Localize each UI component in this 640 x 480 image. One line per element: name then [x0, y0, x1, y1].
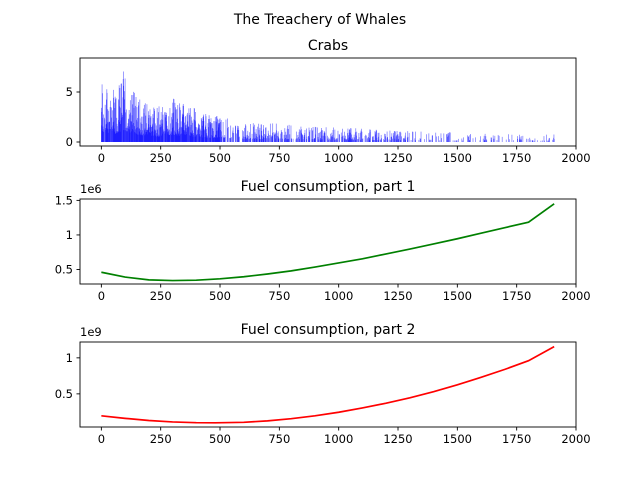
panel-1-frame [79, 57, 577, 147]
x-tick-label: 500 [209, 151, 231, 165]
x-tick-label: 500 [209, 432, 231, 446]
y-tick-label: 1 [66, 228, 73, 242]
panel-3-offset-text: 1e9 [80, 325, 102, 339]
panel-3-frame [79, 341, 577, 428]
x-tick-label: 1500 [443, 432, 472, 446]
y-tick-label: 1.5 [55, 193, 73, 207]
x-tick-label: 0 [98, 432, 105, 446]
x-tick-label: 1000 [324, 289, 353, 303]
x-tick-label: 0 [98, 151, 105, 165]
x-tick-label: 2000 [561, 289, 590, 303]
y-tick-label: 1 [66, 351, 73, 365]
panel-2-title: Fuel consumption, part 1 [241, 179, 416, 195]
x-tick-label: 250 [150, 432, 172, 446]
panel-2-line [101, 203, 555, 282]
panel-2-offset-text: 1e6 [80, 182, 102, 196]
crab-bars [101, 71, 555, 142]
panel-1-title: Crabs [308, 38, 348, 54]
y-tick-label: 0 [66, 135, 73, 149]
panel-2-frame [79, 198, 577, 285]
x-tick-label: 1250 [383, 151, 412, 165]
x-tick-label: 500 [209, 289, 231, 303]
x-tick-label: 0 [98, 289, 105, 303]
y-tick-label: 5 [66, 85, 73, 99]
x-tick-label: 1000 [324, 432, 353, 446]
panel-3-line [101, 345, 555, 424]
x-tick-label: 750 [268, 432, 290, 446]
x-tick-label: 250 [150, 289, 172, 303]
x-tick-label: 1500 [443, 151, 472, 165]
x-tick-label: 250 [150, 151, 172, 165]
x-tick-label: 1750 [502, 289, 531, 303]
x-tick-label: 1000 [324, 151, 353, 165]
y-tick-label: 0.5 [55, 387, 73, 401]
x-tick-label: 750 [268, 151, 290, 165]
y-tick-label: 0.5 [55, 262, 73, 276]
figure-suptitle: The Treachery of Whales [233, 12, 406, 28]
x-tick-label: 1250 [383, 289, 412, 303]
x-tick-label: 1750 [502, 151, 531, 165]
x-tick-label: 2000 [561, 151, 590, 165]
x-tick-label: 1250 [383, 432, 412, 446]
x-tick-label: 1500 [443, 289, 472, 303]
panel-3-title: Fuel consumption, part 2 [241, 322, 416, 338]
x-tick-label: 2000 [561, 432, 590, 446]
x-tick-label: 1750 [502, 432, 531, 446]
x-tick-label: 750 [268, 289, 290, 303]
